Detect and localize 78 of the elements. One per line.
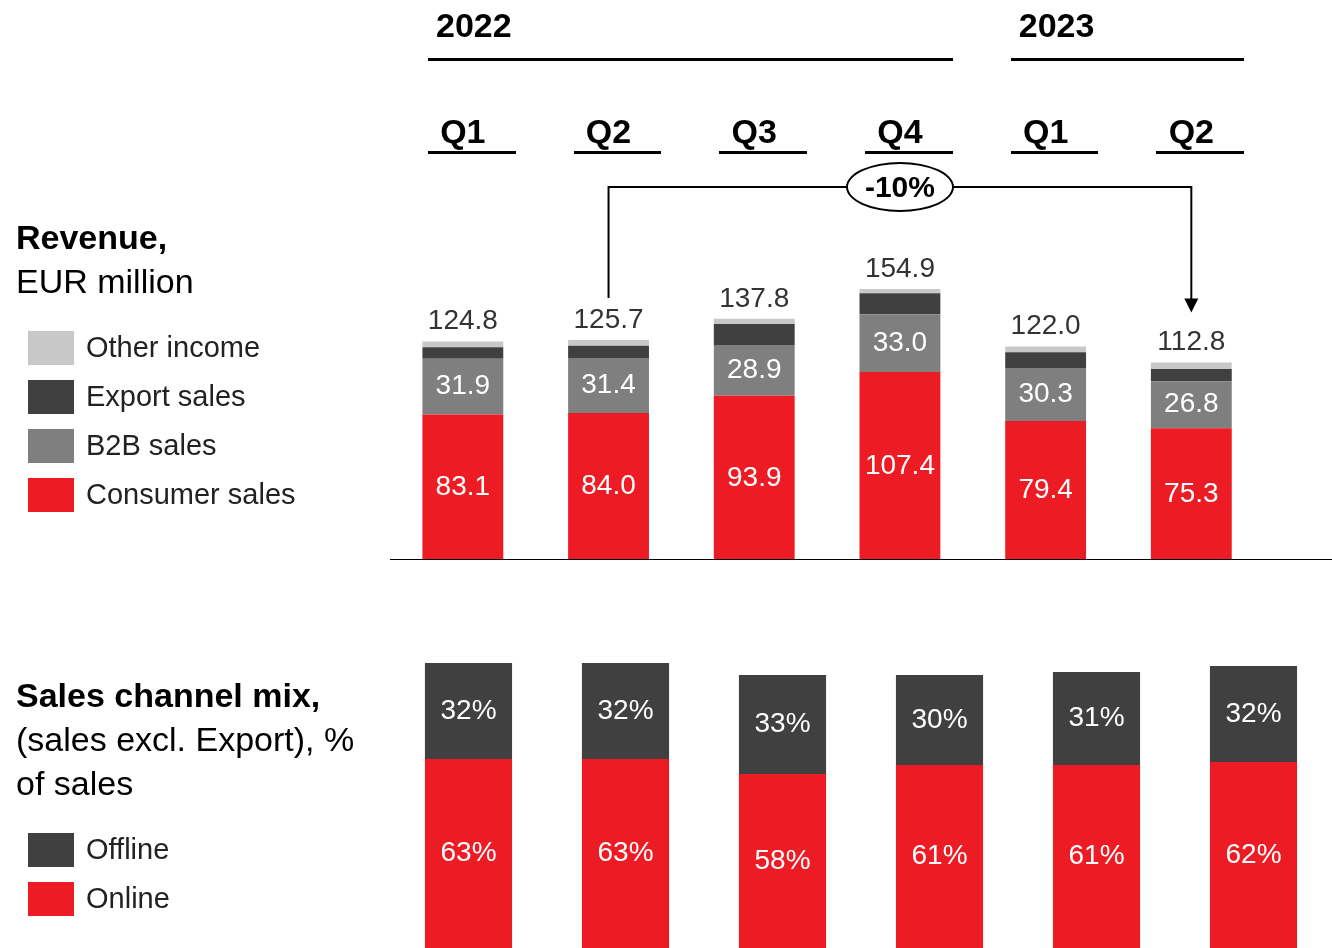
bar	[422, 358, 504, 415]
bar	[1209, 762, 1298, 948]
bar	[568, 358, 649, 413]
data-label: 58%	[754, 843, 811, 875]
bar	[1150, 368, 1232, 382]
text: 2023	[1018, 6, 1095, 45]
bar	[1052, 765, 1141, 948]
legend-label: Offline	[86, 833, 170, 866]
data-label: 31.9	[435, 369, 491, 401]
total-label: 124.8	[427, 304, 498, 336]
data-label: 33%	[754, 707, 811, 739]
text: -10%	[845, 162, 954, 212]
legend-label: Other income	[86, 331, 261, 364]
data-label: 32%	[597, 693, 654, 725]
bar	[713, 323, 795, 346]
data-label: 33.0	[872, 325, 928, 357]
data-label: 83.1	[435, 470, 491, 502]
data-label: 93.9	[726, 460, 782, 492]
data-label: 79.4	[1018, 473, 1073, 505]
y-axis-title: Revenue, EUR million	[16, 217, 195, 302]
bar	[738, 774, 827, 948]
data-label: 30%	[911, 702, 968, 734]
data-label: 31%	[1068, 701, 1125, 733]
data-label: 61%	[911, 839, 968, 871]
bar	[422, 347, 504, 359]
bar	[568, 413, 649, 560]
bar	[581, 759, 670, 948]
data-label: 31.4	[581, 368, 636, 400]
bar	[581, 663, 670, 759]
bar	[1005, 352, 1087, 369]
x-tick-label: Q2	[1168, 111, 1214, 150]
bar	[422, 414, 504, 560]
data-label: 26.8	[1164, 387, 1219, 419]
bar	[859, 314, 941, 373]
total-label: 137.8	[719, 281, 790, 313]
bar	[895, 765, 984, 948]
data-label: 28.9	[726, 353, 782, 385]
text: 2022	[436, 6, 512, 45]
legend-label: Online	[86, 882, 170, 915]
x-tick-label: Q3	[731, 111, 777, 150]
total-label: 122.0	[1010, 309, 1081, 341]
bar	[859, 372, 941, 560]
data-label: 107.4	[864, 448, 935, 480]
data-label: 30.3	[1018, 377, 1073, 409]
data-label: 63%	[440, 836, 497, 868]
data-label: 62%	[1225, 837, 1282, 869]
bar	[1052, 672, 1141, 765]
bar	[859, 288, 941, 294]
data-label: 32%	[440, 693, 497, 725]
data-label: 61%	[1068, 839, 1125, 871]
bar	[859, 293, 941, 315]
x-tick-label: Q1	[440, 111, 486, 150]
bar	[713, 395, 795, 560]
bar	[424, 759, 513, 948]
bar	[713, 318, 795, 324]
legend-label: B2B sales	[86, 429, 217, 462]
bar	[1150, 428, 1232, 560]
bar	[895, 675, 984, 765]
bar	[1209, 666, 1298, 762]
x-tick-label: Q4	[877, 111, 923, 150]
bar	[568, 340, 649, 346]
total-label: 112.8	[1157, 325, 1226, 357]
data-label: 63%	[597, 836, 654, 868]
bar	[1005, 421, 1087, 560]
bar	[1150, 362, 1232, 369]
data-label: 84.0	[581, 469, 636, 501]
total-label: 125.7	[573, 302, 644, 334]
bar	[738, 675, 827, 774]
legend-label: Consumer sales	[86, 478, 296, 511]
y-axis-title: Sales channel mix, (sales excl. Export), % of sales	[16, 675, 356, 804]
data-label: 32%	[1225, 696, 1282, 728]
legend-label: Export sales	[86, 380, 246, 413]
bar	[568, 345, 649, 359]
x-tick-label: Q2	[585, 111, 632, 150]
total-label: 154.9	[864, 251, 935, 283]
x-tick-label: Q1	[1022, 111, 1069, 150]
data-label: 75.3	[1164, 476, 1219, 508]
bar	[424, 663, 513, 759]
